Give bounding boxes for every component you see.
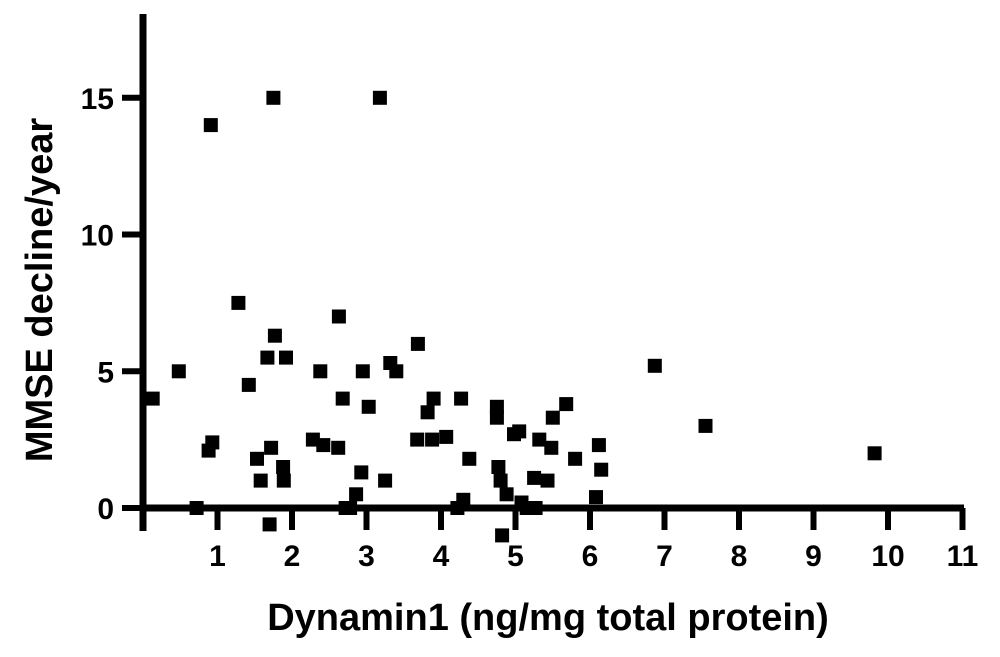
data-point-56 (532, 432, 547, 447)
data-point-14 (267, 328, 282, 343)
x-tick-label-11: 11 (947, 540, 979, 573)
data-point-31 (378, 473, 393, 488)
data-point-11 (262, 517, 277, 532)
x-tick-label-10: 10 (871, 540, 904, 573)
data-point-16 (276, 473, 291, 488)
data-point-47 (493, 473, 508, 488)
data-point-65 (647, 358, 662, 373)
x-tick-label-4: 4 (433, 540, 450, 573)
data-point-28 (355, 364, 370, 379)
data-point-57 (540, 473, 555, 488)
data-point-58 (544, 440, 559, 455)
data-point-64 (594, 462, 609, 477)
data-point-6 (231, 295, 246, 310)
data-point-35 (410, 336, 425, 351)
data-point-8 (250, 451, 264, 466)
data-point-21 (331, 440, 346, 455)
data-point-48 (495, 528, 510, 543)
data-point-29 (361, 399, 376, 414)
tick-marks (122, 94, 966, 530)
data-point-67 (867, 446, 882, 461)
x-tick-label-7: 7 (656, 540, 673, 573)
data-point-38 (426, 391, 441, 406)
data-point-12 (264, 440, 279, 455)
x-tick-label-1: 1 (209, 540, 226, 573)
y-tick-label-10: 10 (81, 220, 114, 253)
x-tick-label-3: 3 (358, 540, 375, 573)
x-tick-label-5: 5 (507, 540, 524, 573)
y-axis-title: MMSE decline/year (19, 118, 61, 462)
data-point-1 (171, 364, 186, 379)
data-point-17 (279, 350, 293, 365)
tick-labels: 1 2 3 4 5 6 7 8 9 10 11 0 5 10 15 (81, 83, 979, 573)
data-point-9 (253, 473, 268, 488)
data-point-30 (372, 90, 387, 105)
data-point-46 (491, 460, 506, 474)
data-point-59 (545, 410, 560, 425)
data-point-19 (313, 364, 328, 379)
data-point-63 (591, 438, 606, 453)
data-point-27 (354, 465, 369, 480)
x-tick-label-8: 8 (731, 540, 748, 573)
data-point-44 (489, 399, 504, 414)
data-point-51 (512, 424, 527, 439)
data-point-23 (335, 391, 350, 406)
data-point-43 (462, 451, 477, 466)
data-point-34 (410, 432, 425, 447)
y-tick-label-15: 15 (81, 83, 114, 116)
data-point-45 (489, 410, 504, 425)
data-point-4 (203, 118, 218, 133)
data-point-61 (568, 451, 583, 466)
data-point-7 (241, 377, 256, 392)
y-tick-label-0: 0 (97, 493, 114, 526)
data-point-39 (439, 429, 454, 444)
data-point-54 (527, 470, 542, 485)
data-point-22 (331, 309, 346, 324)
data-point-62 (589, 490, 603, 505)
x-axis-title: Dynamin1 (ng/mg total protein) (267, 597, 829, 639)
data-point-49 (499, 487, 514, 502)
data-point-42 (456, 492, 471, 507)
data-point-10 (260, 350, 275, 365)
data-point-36 (420, 405, 435, 420)
data-points (145, 90, 882, 543)
data-point-0 (145, 391, 160, 406)
data-point-37 (425, 432, 440, 447)
data-point-5 (205, 435, 220, 450)
data-point-33 (389, 364, 404, 379)
data-point-15 (276, 460, 291, 474)
x-tick-label-2: 2 (284, 540, 301, 573)
data-point-66 (698, 418, 713, 433)
y-tick-label-5: 5 (97, 356, 114, 389)
data-point-13 (266, 90, 281, 105)
x-tick-label-9: 9 (805, 540, 822, 573)
data-point-26 (349, 487, 364, 502)
data-point-41 (454, 391, 469, 406)
x-tick-label-6: 6 (582, 540, 599, 573)
data-point-20 (316, 438, 331, 453)
data-point-60 (559, 397, 574, 412)
